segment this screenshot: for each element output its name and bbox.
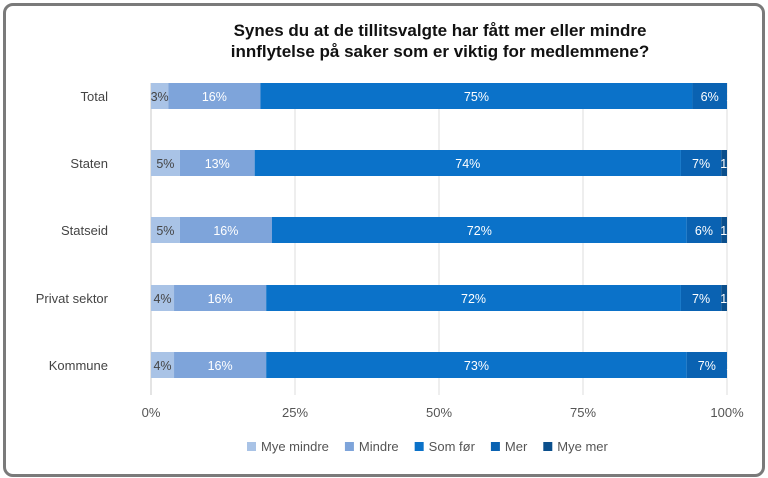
bar-segment [692,83,727,109]
data-label: 74% [455,157,480,171]
x-tick-label: 75% [570,405,596,420]
category-label: Kommune [49,358,108,373]
data-label: 7% [692,292,710,306]
data-label: 5% [156,157,174,171]
bar-segment [721,285,727,311]
chart-frame [3,3,765,477]
data-label: 4% [153,292,171,306]
legend-swatch [414,442,424,451]
bar-segment [174,352,267,378]
title-line-1: Synes du at de tillitsvalgte har fått me… [233,21,647,40]
data-label: 16% [208,292,233,306]
bar-segment [680,150,722,176]
bar-segment [260,83,693,109]
data-label: 73% [464,359,489,373]
bar-segment [179,150,255,176]
bar-segment [721,150,727,176]
bar-segment [174,285,267,311]
bar-segment [254,150,681,176]
data-label: 1% [726,359,744,373]
data-label: 72% [467,224,492,238]
bar-segment [151,217,180,243]
title-line-2: innflytelse på saker som er viktig for m… [230,42,650,61]
data-label: 3% [151,90,169,104]
data-label: 1% [726,90,744,104]
category-label: Privat sektor [36,291,109,306]
bar-segment [151,352,175,378]
bar-segment [168,83,261,109]
data-label: 16% [208,359,233,373]
data-label: 13% [205,157,230,171]
data-label: 1% [720,292,738,306]
legend-label: Som før [429,439,476,454]
bar-segment [680,285,722,311]
x-tick-label: 50% [426,405,452,420]
data-label: 6% [695,224,713,238]
bar-segment [266,285,681,311]
bar-segment [179,217,272,243]
data-label: 7% [698,359,716,373]
legend-swatch [247,442,256,451]
bar-segment [151,285,175,311]
data-label: 4% [153,359,171,373]
data-label: 72% [461,292,486,306]
chart-title: Synes du at de tillitsvalgte har fått me… [150,20,730,62]
data-label: 75% [464,90,489,104]
legend-swatch [344,442,354,451]
legend-swatch [490,442,500,451]
category-label: Staten [70,156,108,171]
legend-label: Mindre [359,439,399,454]
data-label: 1% [720,157,738,171]
x-tick-label: 0% [142,405,161,420]
legend-label: Mer [505,439,528,454]
bar-segment [686,352,727,378]
data-label: 16% [213,224,238,238]
bar-segment [271,217,687,243]
category-label: Total [81,89,109,104]
data-label: 6% [701,90,719,104]
category-label: Statseid [61,223,108,238]
data-label: 16% [202,90,227,104]
data-label: 1% [720,224,738,238]
bar-segment [686,217,722,243]
data-label: 7% [692,157,710,171]
bar-segment [151,150,180,176]
x-tick-label: 100% [710,405,744,420]
legend-swatch [543,442,553,451]
bar-segment [721,217,727,243]
legend-label: Mye mer [557,439,608,454]
data-label: 5% [156,224,174,238]
bar-segment [266,352,687,378]
bar-segment [151,83,169,109]
x-tick-label: 25% [282,405,308,420]
legend-label: Mye mindre [261,439,329,454]
